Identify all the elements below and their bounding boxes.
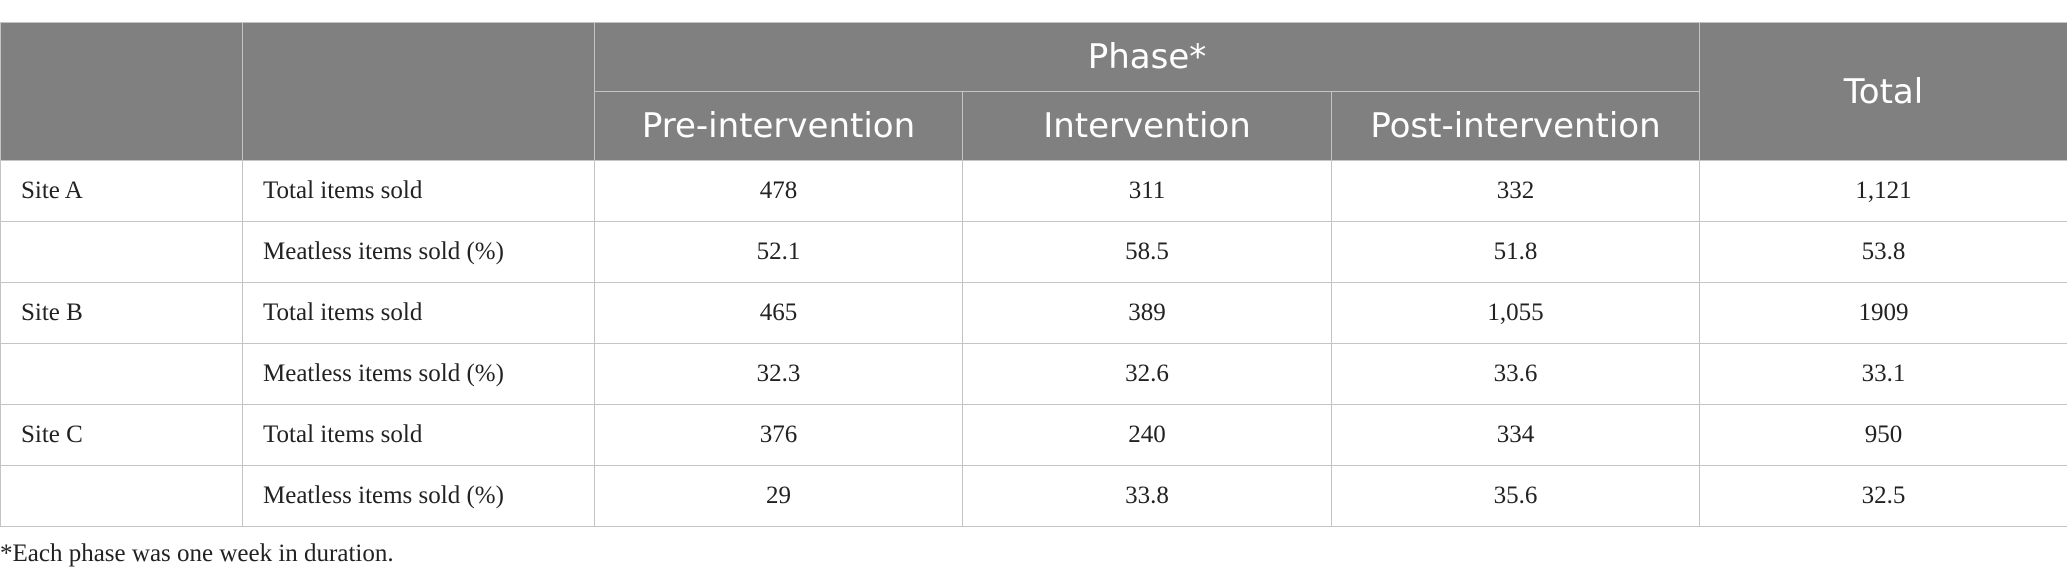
pre-intervention-cell: 32.3 (594, 343, 963, 405)
metric-cell: Meatless items sold (%) (242, 465, 595, 527)
total-cell: 53.8 (1699, 221, 2067, 283)
table-row: Meatless items sold (%) 29 33.8 35.6 32.… (0, 465, 2067, 527)
table-row: Meatless items sold (%) 32.3 32.6 33.6 3… (0, 343, 2067, 405)
sales-table: Phase* Total Pre-intervention Interventi… (0, 22, 2067, 527)
table-footnote: *Each phase was one week in duration. (0, 540, 394, 567)
metric-cell: Total items sold (242, 160, 595, 222)
table-row: Site C Total items sold 376 240 334 950 (0, 404, 2067, 466)
total-cell: 33.1 (1699, 343, 2067, 405)
sales-table-container: Phase* Total Pre-intervention Interventi… (0, 22, 2067, 527)
post-intervention-cell: 334 (1331, 404, 1700, 466)
header-post-intervention: Post-intervention (1331, 91, 1700, 161)
pre-intervention-cell: 29 (594, 465, 963, 527)
pre-intervention-cell: 52.1 (594, 221, 963, 283)
header-row-2: Pre-intervention Intervention Post-inter… (1, 91, 2067, 161)
intervention-cell: 32.6 (962, 343, 1332, 405)
intervention-cell: 311 (962, 160, 1332, 222)
pre-intervention-cell: 478 (594, 160, 963, 222)
pre-intervention-cell: 465 (594, 282, 963, 344)
metric-cell: Total items sold (242, 404, 595, 466)
table-row: Site A Total items sold 478 311 332 1,12… (0, 160, 2067, 222)
metric-cell: Total items sold (242, 282, 595, 344)
post-intervention-cell: 35.6 (1331, 465, 1700, 527)
metric-cell: Meatless items sold (%) (242, 221, 595, 283)
table-row: Meatless items sold (%) 52.1 58.5 51.8 5… (0, 221, 2067, 283)
header-phase: Phase* (594, 22, 1700, 92)
post-intervention-cell: 51.8 (1331, 221, 1700, 283)
total-cell: 32.5 (1699, 465, 2067, 527)
total-cell: 1909 (1699, 282, 2067, 344)
site-cell: Site B (0, 282, 243, 344)
post-intervention-cell: 332 (1331, 160, 1700, 222)
table-body: Site A Total items sold 478 311 332 1,12… (0, 160, 2067, 527)
site-cell: Site A (0, 160, 243, 222)
post-intervention-cell: 33.6 (1331, 343, 1700, 405)
header-empty-metric (242, 22, 595, 161)
header-total: Total (1699, 22, 2067, 161)
site-cell: Site C (0, 404, 243, 466)
intervention-cell: 58.5 (962, 221, 1332, 283)
total-cell: 1,121 (1699, 160, 2067, 222)
metric-cell: Meatless items sold (%) (242, 343, 595, 405)
pre-intervention-cell: 376 (594, 404, 963, 466)
intervention-cell: 240 (962, 404, 1332, 466)
total-cell: 950 (1699, 404, 2067, 466)
intervention-cell: 389 (962, 282, 1332, 344)
post-intervention-cell: 1,055 (1331, 282, 1700, 344)
table-header: Phase* Total Pre-intervention Interventi… (0, 22, 2067, 161)
header-row-1: Phase* Total (0, 22, 2067, 161)
header-intervention: Intervention (962, 91, 1332, 161)
site-cell (0, 221, 243, 283)
site-cell (0, 343, 243, 405)
site-cell (0, 465, 243, 527)
header-pre-intervention: Pre-intervention (594, 91, 963, 161)
intervention-cell: 33.8 (962, 465, 1332, 527)
table-row: Site B Total items sold 465 389 1,055 19… (0, 282, 2067, 344)
header-empty-site (0, 22, 243, 161)
